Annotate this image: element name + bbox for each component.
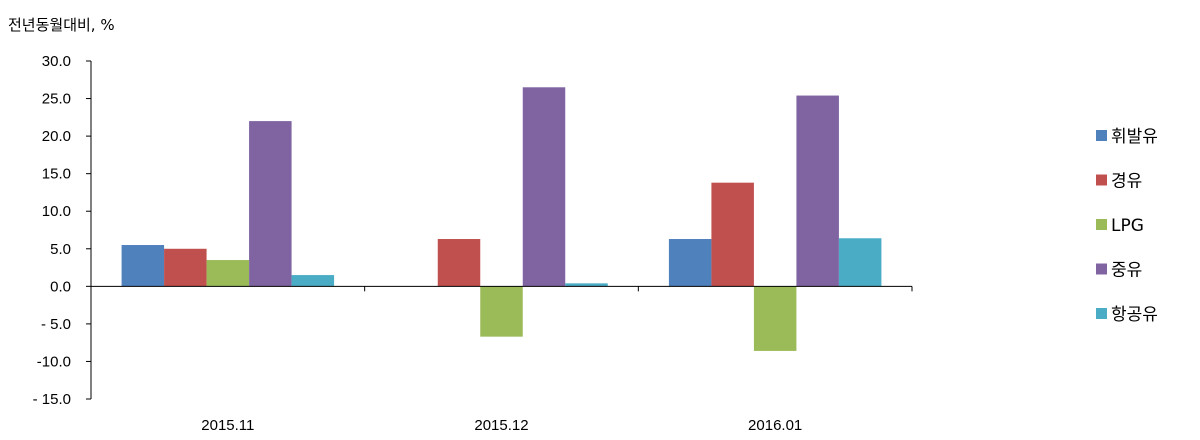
legend-label: 항공유 (1111, 305, 1158, 325)
bar (753, 286, 797, 351)
bar (668, 239, 712, 287)
bar (796, 95, 839, 287)
x-tick-label: 2015.11 (201, 417, 254, 434)
y-tick-label: 0.0 (50, 278, 71, 295)
y-tick-label: 5.0 (50, 241, 71, 258)
legend-label: 중유 (1111, 261, 1142, 281)
x-axis-categories: 2015.11 2015.12 2016.01 (201, 417, 802, 434)
legend-swatch (1096, 263, 1107, 275)
y-tick-label: 20.0 (42, 128, 71, 145)
y-axis-label: 전년동월대비, % (8, 16, 115, 34)
bar (522, 87, 566, 287)
y-tick-label: - 5.0 (41, 316, 71, 333)
bars-group (121, 87, 882, 351)
x-tick-label: 2016.01 (748, 417, 802, 434)
legend-label: LPG (1111, 216, 1144, 236)
bar (164, 248, 207, 287)
y-tick-label: 15.0 (42, 166, 71, 183)
y-tick-label: 10.0 (42, 203, 71, 220)
axes (90, 61, 913, 399)
bar (838, 238, 882, 287)
bar (121, 245, 165, 287)
bar (249, 121, 292, 287)
x-tick-label: 2015.12 (474, 417, 528, 434)
legend-swatch (1096, 219, 1107, 230)
y-tick-label: -10.0 (37, 353, 71, 370)
y-tick-label: 25.0 (42, 91, 71, 108)
bar (711, 182, 754, 287)
legend-swatch (1096, 308, 1107, 319)
bar (206, 260, 250, 287)
y-axis-ticks: 30.0 25.0 20.0 15.0 10.0 5.0 0.0 - 5.0 -10.0 - 15… (33, 53, 91, 408)
y-tick-label: - 15.0 (33, 391, 71, 408)
bar (565, 283, 608, 287)
legend-label: 경유 (1111, 172, 1142, 192)
legend-swatch (1096, 174, 1107, 186)
legend-swatch (1096, 130, 1107, 141)
bar (480, 286, 523, 337)
bar (291, 275, 335, 287)
y-tick-label: 30.0 (42, 53, 71, 70)
bar (437, 239, 481, 287)
legend-label: 휘발유 (1111, 127, 1158, 147)
